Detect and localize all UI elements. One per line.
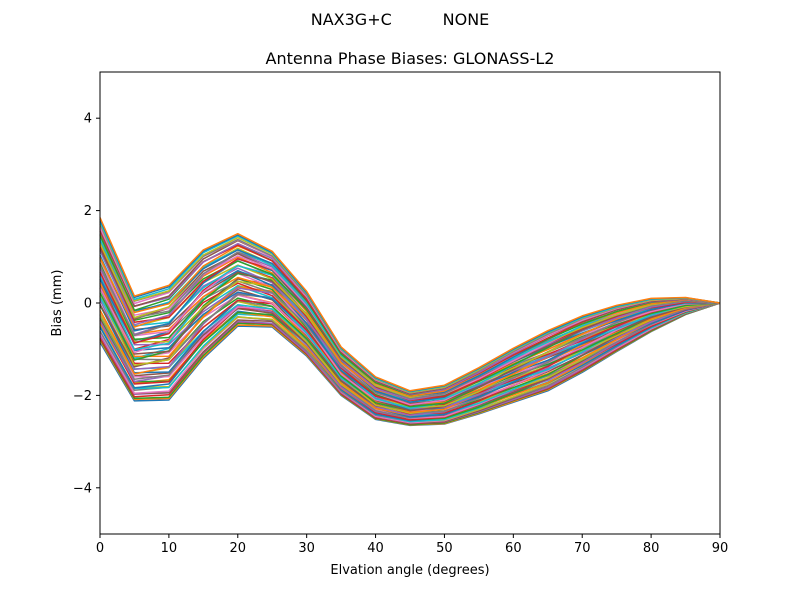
series-line <box>99 302 721 424</box>
y-tick-label: 4 <box>84 112 92 127</box>
y-axis-label: Bias (mm) <box>50 270 65 337</box>
series-line <box>99 228 721 395</box>
figure-suptitle: NAX3G+C NONE <box>310 10 490 29</box>
series-line <box>99 243 721 398</box>
series-line <box>99 282 721 413</box>
x-tick-label: 50 <box>436 541 453 556</box>
series-layer <box>99 217 721 427</box>
x-tick-label: 20 <box>230 541 247 556</box>
series-line <box>99 262 721 408</box>
x-tick-label: 40 <box>367 541 384 556</box>
series-line <box>99 217 721 392</box>
x-axis-ticks: 0 10 20 30 40 50 60 70 80 90 <box>96 534 728 556</box>
chart-title: Antenna Phase Biases: GLONASS-L2 <box>266 49 555 68</box>
x-axis-label: Elvation angle (degrees) <box>330 563 489 578</box>
x-tick-label: 10 <box>161 541 178 556</box>
x-tick-label: 60 <box>505 541 522 556</box>
series-line <box>99 302 721 421</box>
y-axis-ticks: −4 −2 0 2 4 <box>73 112 100 496</box>
y-tick-label: −4 <box>73 481 92 496</box>
x-tick-label: 70 <box>574 541 591 556</box>
y-tick-label: −2 <box>73 389 92 404</box>
series-line <box>99 234 721 398</box>
series-line <box>99 292 721 417</box>
series-line <box>99 254 721 404</box>
x-tick-label: 90 <box>712 541 729 556</box>
x-tick-label: 30 <box>298 541 315 556</box>
y-tick-label: 2 <box>84 204 92 219</box>
x-tick-label: 0 <box>96 541 104 556</box>
y-tick-label: 0 <box>84 297 92 312</box>
x-tick-label: 80 <box>643 541 660 556</box>
